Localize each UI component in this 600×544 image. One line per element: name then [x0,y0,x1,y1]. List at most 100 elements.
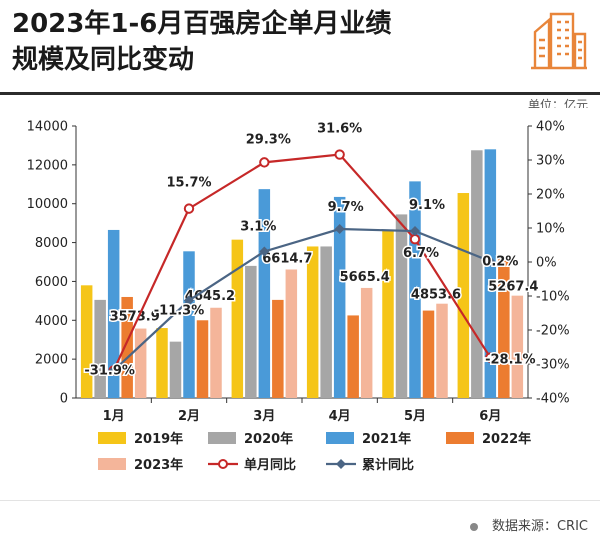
cumulative-yoy-label: 3.1% [240,219,276,234]
legend-cumulative-yoy-marker [336,459,346,469]
legend-2022-label: 2022年 [482,431,531,447]
monthly-yoy-marker [259,157,270,168]
left-tick-label: 14000 [27,120,68,135]
source-text: 数据来源：CRIC [491,519,588,534]
x-tick-label: 2月 [178,409,200,424]
monthly-yoy-label: 15.7% [166,176,211,191]
bar-2020 [169,341,182,398]
bar-2021 [107,229,120,398]
x-tick-label: 6月 [479,409,501,424]
monthly-yoy-marker [183,203,195,214]
bar-2022 [121,296,133,398]
bar-2023 [360,287,373,398]
bar-2019 [457,193,470,398]
monthly-yoy-label: -28.1% [485,353,536,368]
cumulative-yoy-line [112,227,491,372]
bar-2019 [306,246,319,398]
bar-data-label: 4645.2 [185,289,235,304]
right-tick-label: -20% [536,324,570,339]
cumulative-yoy-label: 9.7% [328,200,364,215]
bar-data-label: 5665.4 [340,270,390,285]
legend-2020-label: 2020年 [244,431,293,447]
source-dot-icon [469,522,478,531]
footer-divider [0,500,600,501]
cumulative-yoy-marker [259,246,270,257]
bar-2019 [382,230,394,398]
right-tick-label: -30% [536,358,570,373]
bar-2020 [320,246,332,398]
x-tick-label: 1月 [103,409,125,424]
chart-svg: 0 2000 4000 6000 8000 10000 12000 14000 -40% -30%… [27,120,570,474]
building-logo-icon [531,12,587,70]
bar-2022 [498,257,510,398]
bar-2022 [347,315,359,398]
bar-2023 [134,328,147,398]
right-tick-label: 0% [536,256,557,271]
left-tick-label: 6000 [35,275,68,290]
title-line-1: 2023年1-6月百强房企单月业绩 [12,9,392,39]
left-tick-label: 0 [60,392,68,407]
cumulative-yoy-marker [184,295,194,306]
monthly-yoy-label: 31.6% [317,122,362,137]
bar-2021 [333,196,346,398]
legend-2019-label: 2019年 [134,431,183,447]
legend-2022-swatch [446,432,474,444]
bar-data-label: 5267.4 [488,280,538,295]
left-tick-label: 2000 [35,353,68,368]
right-tick-label: -40% [536,392,570,407]
bar-2023 [436,303,448,398]
legend-2019-swatch [98,432,126,444]
bar-2022 [422,310,435,398]
left-tick-label: 4000 [35,314,68,329]
bar-2023 [511,295,524,398]
legend-2023-swatch [98,458,126,470]
bar-2022 [272,299,284,398]
x-tick-label: 3月 [253,409,275,424]
bar-2022 [196,320,209,398]
legend-2020-swatch [208,432,236,444]
right-tick-label: 20% [536,188,565,203]
legend-2023-label: 2023年 [134,457,183,473]
chart-title: 2023年1-6月百强房企单月业绩 规模及同比变动 [12,6,391,78]
cumulative-yoy-label: 9.1% [409,198,445,213]
bar-2020 [395,214,408,398]
cumulative-yoy-label: -11.3% [154,303,205,318]
bar-2019 [80,285,93,398]
title-line-2: 规模及同比变动 [12,45,195,75]
monthly-yoy-marker [409,234,421,245]
bar-2019 [231,239,244,398]
chart-area: 0 2000 4000 6000 8000 10000 12000 14000 -40% -30%… [8,108,592,496]
monthly-yoy-marker [485,352,496,363]
cumulative-yoy-marker [485,256,496,267]
left-tick-label: 8000 [35,236,68,251]
x-tick-label: 5月 [404,409,426,424]
bar-data-label: 3573.9 [110,310,160,325]
bar-2023 [285,269,298,398]
x-tick-label: 4月 [329,409,351,424]
right-tick-label: 30% [536,154,565,169]
bar-2020 [94,299,106,398]
cumulative-yoy-label: 0.2% [482,254,518,269]
bar-2020 [471,150,483,398]
bar-data-label: 6614.7 [262,251,312,266]
legend-2021-swatch [326,432,354,444]
right-tick-label: 40% [536,120,565,135]
cumulative-yoy-marker [108,365,119,376]
bar-2021 [183,251,195,398]
monthly-yoy-label: -31.9% [84,363,135,378]
legend-2021-label: 2021年 [362,431,411,447]
legend-monthly-yoy-marker [218,459,228,469]
left-tick-label: 10000 [27,197,68,212]
bar-2020 [245,265,257,398]
bar-2019 [156,328,168,398]
legend-monthly-yoy-label: 单月同比 [244,457,296,473]
bar-2023 [210,307,222,398]
left-tick-label: 12000 [27,158,68,173]
cumulative-yoy-marker [410,226,420,237]
right-tick-label: 10% [536,222,565,237]
bar-2021 [258,189,271,398]
right-tick-label: -10% [536,290,570,305]
cumulative-yoy-marker [334,224,345,235]
legend-cumulative-yoy-label: 累计同比 [362,457,414,473]
monthly-yoy-marker [334,149,345,160]
